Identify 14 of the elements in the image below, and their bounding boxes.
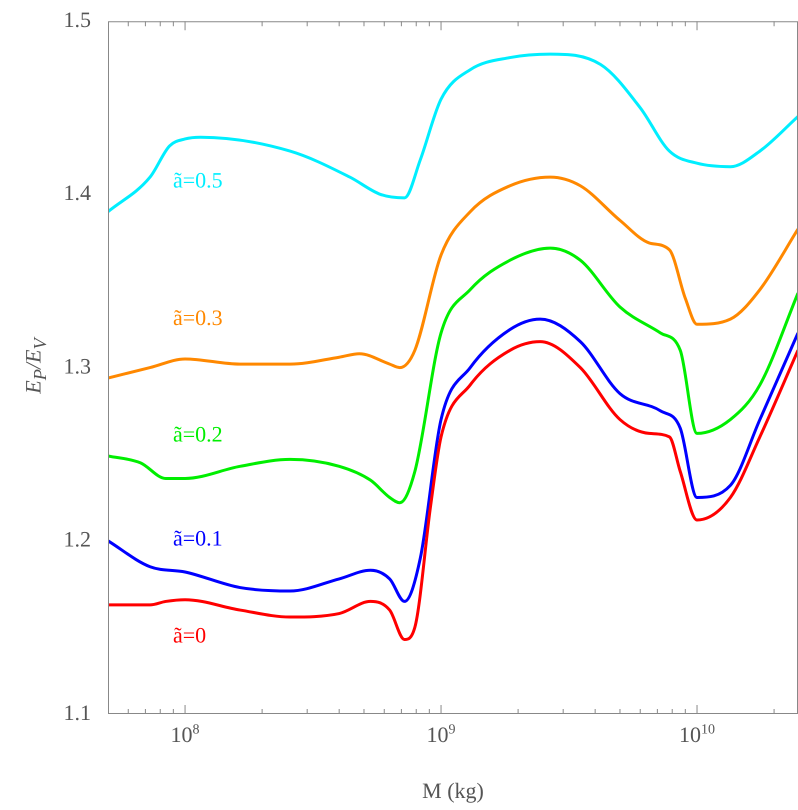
y-tick-label: 1.3 [64, 353, 91, 378]
series-label: ã=0.2 [173, 422, 223, 447]
y-tick-label: 1.4 [64, 180, 91, 206]
series-label: ã=0.1 [173, 526, 223, 551]
x-tick-label: 10$^{9}$ [426, 722, 456, 748]
series-label: ã=0.5 [173, 168, 223, 192]
series-label: ã=0.3 [173, 304, 223, 330]
x-tick-label: 10$^{8}$ [170, 722, 200, 748]
y-tick-label: 1.2 [64, 526, 91, 552]
x-axis-title: M (kg) [422, 778, 484, 804]
y-tick-label: 1.5 [64, 6, 91, 32]
x-tick-label: 10$^{10}$ [679, 722, 716, 748]
series-label: ã=0 [173, 622, 206, 648]
y-tick-label: 1.1 [64, 700, 91, 725]
